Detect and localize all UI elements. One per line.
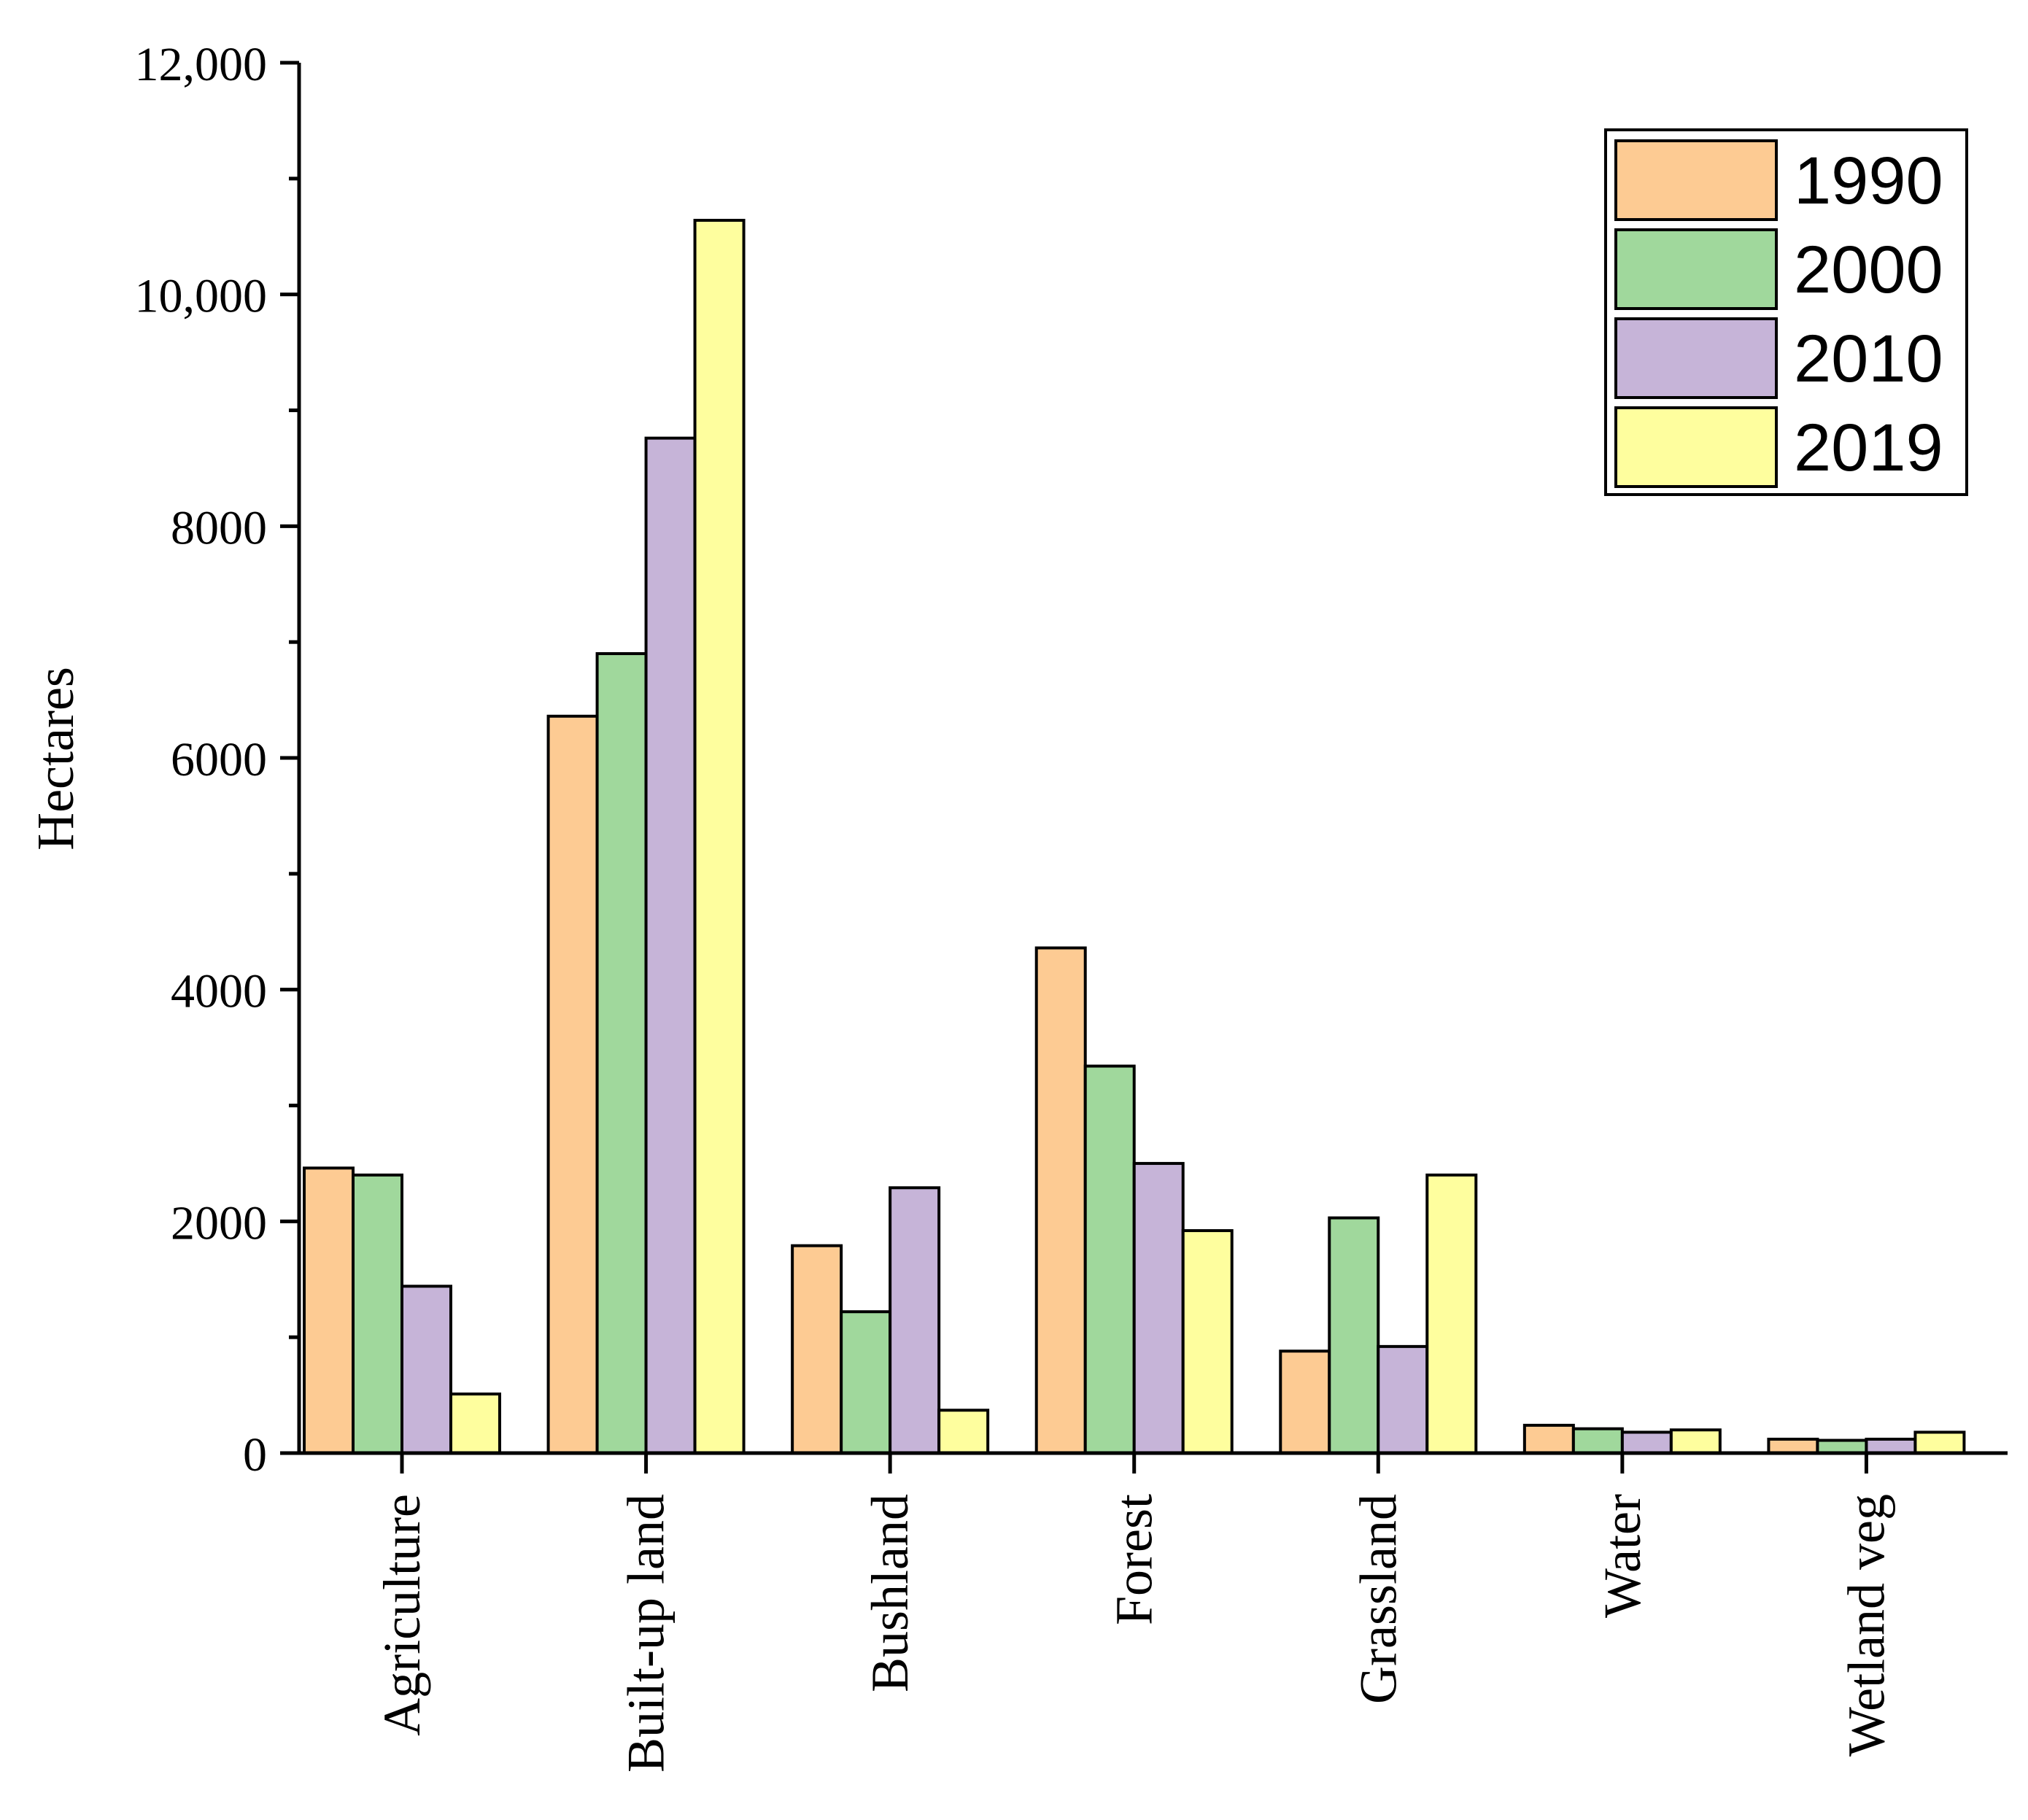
bar-grassland-2019 [1425,1173,1478,1455]
legend-label-1990: 1990 [1794,144,1943,218]
y-tick-label: 4000 [171,965,267,1018]
legend-swatch-2000 [1614,228,1778,310]
bar-built-up-land-2010 [644,436,697,1455]
legend-label-2010: 2010 [1794,322,1943,396]
bar-forest-1990 [1034,946,1087,1455]
bar-water-2010 [1620,1430,1673,1455]
legend-swatch-2019 [1614,406,1778,488]
x-tick-label: Grassland [1349,1494,1407,1704]
bar-agriculture-2000 [352,1173,403,1455]
y-tick-label: 0 [243,1428,267,1482]
x-tick-label: Agriculture [373,1494,431,1736]
bars-group [303,219,1966,1455]
bar-water-2019 [1669,1428,1722,1455]
legend-swatch-1990 [1614,139,1778,221]
bar-built-up-land-1990 [546,714,599,1455]
legend-swatch-2010 [1614,317,1778,399]
bar-bushland-1990 [791,1244,843,1455]
bar-grassland-2010 [1377,1344,1429,1455]
legend-label-2000: 2000 [1794,233,1943,307]
x-ticks-group: Agriculture Built-up land Bushland Forest Gr… [373,1453,1895,1773]
bar-agriculture-2010 [400,1285,452,1455]
y-ticks-group: 0 2000 4000 6000 8000 10,000 12,000 [135,38,299,1482]
bar-bushland-2019 [937,1409,990,1455]
bar-wetland-veg-2019 [1913,1430,1966,1455]
x-tick-label: Water [1593,1494,1652,1618]
bar-agriculture-2019 [449,1392,501,1455]
bar-water-2000 [1571,1427,1624,1455]
bar-wetland-veg-2010 [1865,1437,1917,1455]
legend-label-2019: 2019 [1794,411,1943,485]
x-tick-label: Built-up land [617,1494,676,1773]
y-tick-label: 10,000 [135,270,268,323]
y-axis-label: Hectares [26,667,85,851]
y-tick-label: 8000 [171,501,267,554]
x-tick-label: Forest [1105,1494,1164,1625]
y-tick-label: 12,000 [135,38,268,91]
bar-forest-2019 [1181,1229,1234,1455]
bar-built-up-land-2019 [693,219,746,1455]
bar-grassland-2000 [1328,1216,1380,1455]
bar-bushland-2010 [889,1186,941,1455]
legend: 1990 2000 2010 2019 [1604,128,1968,496]
bar-water-1990 [1522,1423,1575,1455]
bar-forest-2000 [1083,1064,1136,1455]
x-tick-label: Wetland veg [1837,1494,1895,1757]
bar-forest-2010 [1132,1161,1185,1455]
bar-wetland-veg-2000 [1816,1438,1868,1455]
bar-grassland-1990 [1279,1349,1331,1455]
y-tick-label: 6000 [171,733,267,786]
x-tick-label: Bushland [861,1494,919,1692]
bar-agriculture-1990 [303,1166,355,1455]
y-tick-label: 2000 [171,1196,267,1250]
bar-wetland-veg-1990 [1767,1437,1819,1455]
bar-bushland-2000 [840,1310,892,1455]
bar-built-up-land-2000 [595,652,648,1455]
